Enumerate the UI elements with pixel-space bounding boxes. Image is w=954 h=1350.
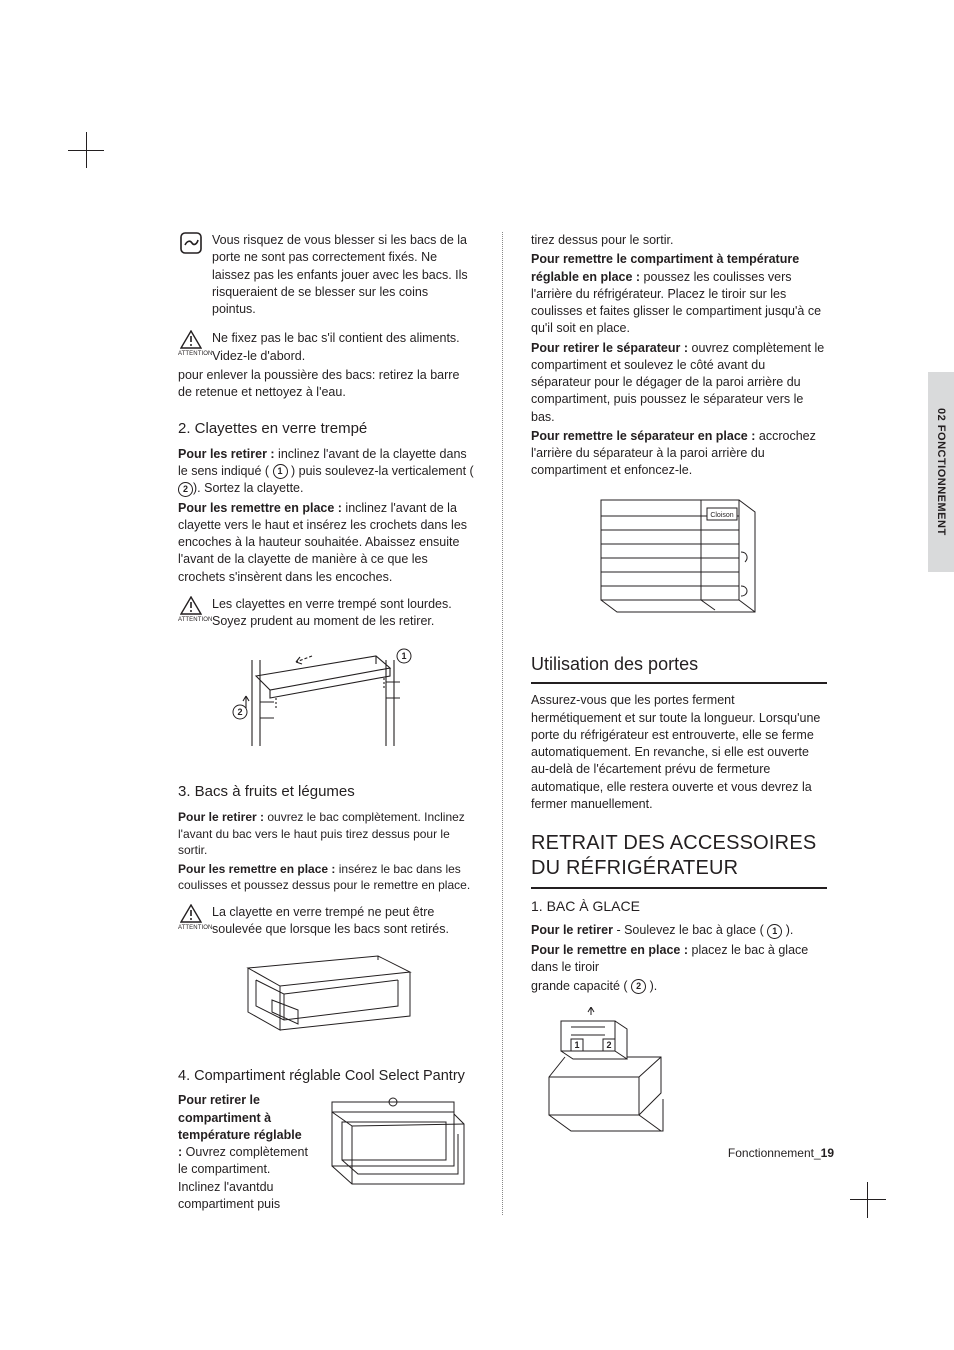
svg-text:2: 2	[237, 707, 242, 717]
crop-mark	[850, 1199, 886, 1200]
attention-block: ATTENTION La clayette en verre trempé ne…	[178, 904, 474, 941]
section-heading: Utilisation des portes	[531, 652, 827, 685]
svg-text:1: 1	[401, 651, 406, 661]
warning-icon: ATTENTION	[178, 330, 204, 358]
body-text: tirez dessus pour le sortir.	[531, 232, 827, 249]
body-text: Pour retirer le séparateur : ouvrez comp…	[531, 340, 827, 426]
ice-bin-illustration: 1 2	[531, 997, 827, 1147]
section-tab-label: 02 FONCTIONNEMENT	[935, 408, 947, 536]
left-column: Vous risquez de vous blesser si les bacs…	[178, 232, 474, 1215]
body-text: Assurez-vous que les portes ferment herm…	[531, 692, 827, 813]
warning-icon: ATTENTION	[178, 904, 204, 932]
sub-heading: 1. BAC À GLACE	[531, 897, 827, 916]
shelf-illustration: 1 2	[178, 632, 474, 764]
section-tab: 02 FONCTIONNEMENT	[928, 372, 954, 572]
body-text: Pour les remettre en place : inclinez l'…	[178, 500, 474, 586]
body-text: Pour retirer le compartiment à températu…	[178, 1092, 308, 1213]
attention-block: ATTENTION Les clayettes en verre trempé …	[178, 596, 474, 633]
column-divider	[502, 232, 503, 1215]
body-text: pour enlever la poussière des bacs: reti…	[178, 367, 474, 402]
section-heading: 4. Compartiment réglable Cool Select Pan…	[178, 1066, 474, 1086]
crop-mark	[867, 1182, 868, 1218]
note-icon	[178, 232, 204, 254]
attention-block: ATTENTION Ne fixez pas le bac s'il conti…	[178, 330, 474, 367]
body-text: grande capacité ( 2 ).	[531, 978, 827, 995]
warning-label: ATTENTION	[178, 924, 204, 932]
page-number: 19	[821, 1146, 834, 1160]
warning-label: ATTENTION	[178, 616, 204, 624]
content-columns: Vous risquez de vous blesser si les bacs…	[178, 232, 864, 1215]
manual-page: 02 FONCTIONNEMENT Vous risquez de vous b…	[0, 0, 954, 1350]
body-text: Pour les retirer : inclinez l'avant de l…	[178, 446, 474, 498]
body-text: Pour remettre le séparateur en place : a…	[531, 428, 827, 480]
pantry-illustration	[318, 1092, 468, 1192]
svg-text:Cloison: Cloison	[710, 512, 733, 519]
section-heading: 2. Clayettes en verre trempé	[178, 419, 474, 440]
note-text: Vous risquez de vous blesser si les bacs…	[212, 232, 474, 318]
drawer-illustration	[178, 940, 474, 1048]
note-block: Vous risquez de vous blesser si les bacs…	[178, 232, 474, 320]
body-text: Pour remettre le compartiment à températ…	[531, 251, 827, 337]
attention-text: Les clayettes en verre trempé sont lourd…	[212, 596, 474, 631]
body-text: Pour le remettre en place : placez le ba…	[531, 942, 827, 977]
warning-icon: ATTENTION	[178, 596, 204, 624]
separator-illustration: Cloison	[531, 482, 827, 630]
section-4-row: Pour retirer le compartiment à températu…	[178, 1092, 474, 1215]
page-footer: Fonctionnement_19	[728, 1146, 834, 1160]
body-text: Pour les remettre en place : insérez le …	[178, 861, 474, 894]
attention-text: La clayette en verre trempé ne peut être…	[212, 904, 474, 939]
svg-text:1: 1	[574, 1040, 579, 1050]
section-heading: 3. Bacs à fruits et légumes	[178, 782, 474, 803]
attention-text: Ne fixez pas le bac s'il contient des al…	[212, 330, 474, 365]
warning-label: ATTENTION	[178, 350, 204, 358]
body-text: Pour le retirer : ouvrez le bac complète…	[178, 809, 474, 859]
right-column: tirez dessus pour le sortir. Pour remett…	[531, 232, 827, 1215]
crop-mark	[68, 150, 104, 151]
body-text: Pour le retirer - Soulevez le bac à glac…	[531, 922, 827, 939]
main-heading: RETRAIT DES ACCESSOIRES DU RÉFRIGÉRATEUR	[531, 831, 827, 889]
footer-label: Fonctionnement_	[728, 1146, 821, 1160]
svg-text:2: 2	[606, 1040, 611, 1050]
